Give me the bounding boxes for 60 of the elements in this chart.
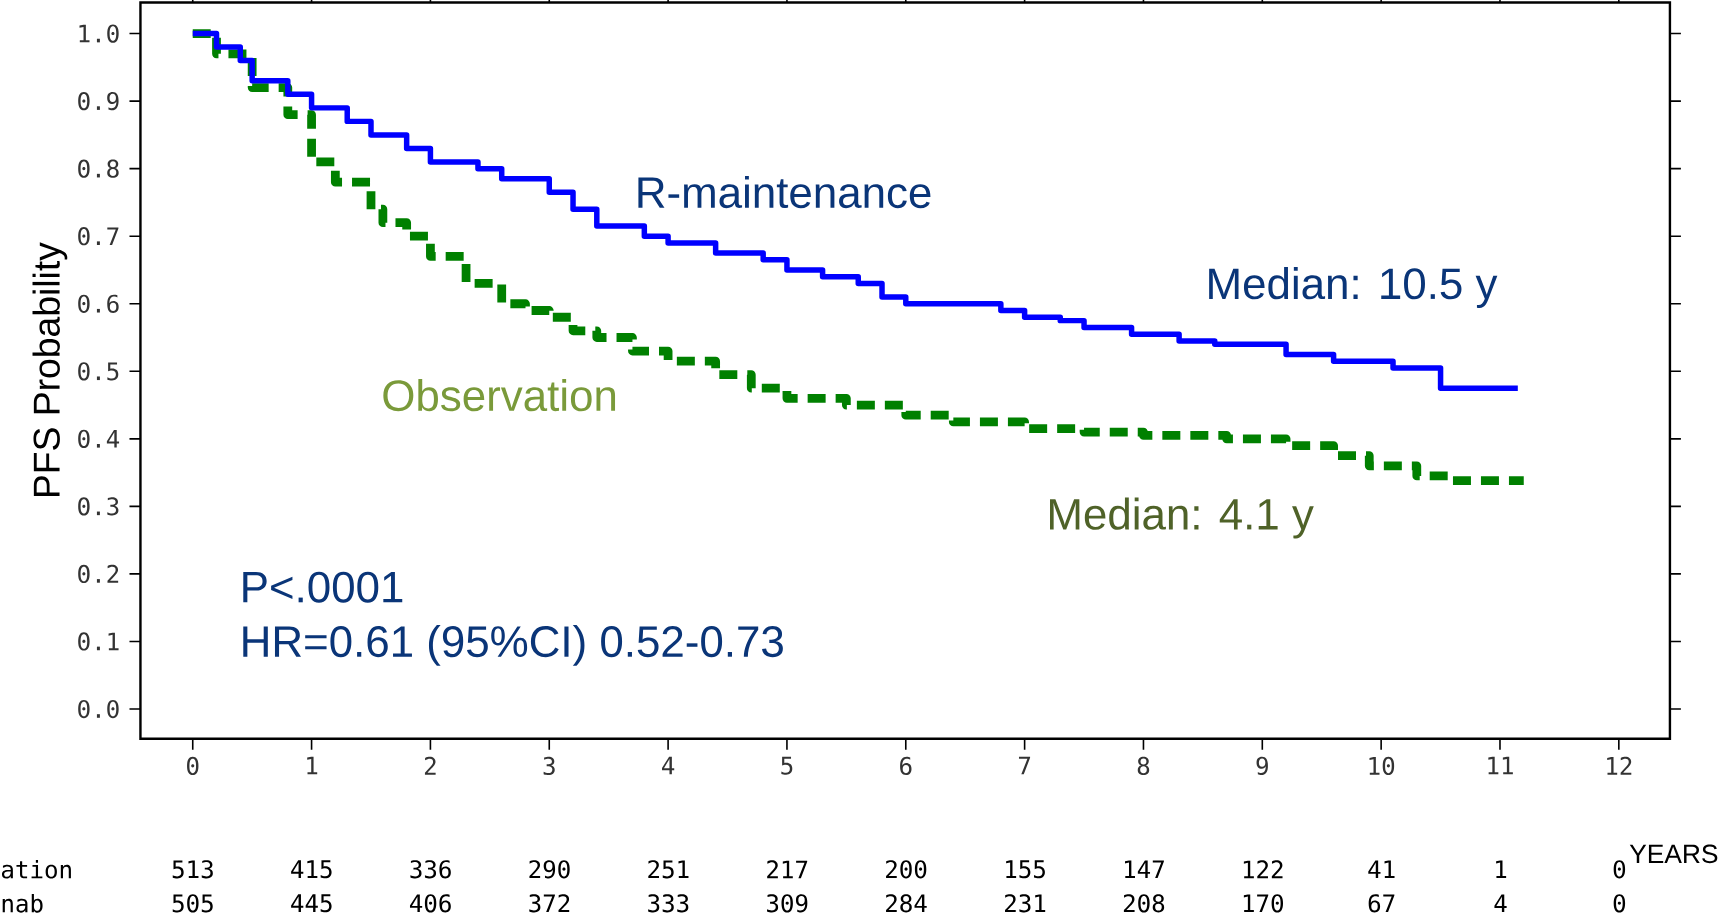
- y-tick-label: 0.4: [78, 429, 120, 449]
- y-tick-label: 0.9: [78, 92, 119, 111]
- x-tick-label: 8: [1137, 756, 1150, 776]
- x-tick-label: 3: [543, 756, 555, 776]
- x-tick-label: 0: [187, 756, 199, 776]
- x-tick-label: 10: [1369, 756, 1395, 776]
- text: nab: [2, 894, 43, 913]
- text: 200: [886, 860, 927, 879]
- annotation: HR=0.61 (95%CI) 0.52-0.73: [243, 625, 783, 666]
- text: 251: [648, 860, 689, 879]
- text: 155: [1006, 860, 1045, 879]
- text: 41: [1368, 860, 1395, 879]
- y-tick-label: 0.5: [78, 362, 119, 381]
- text: 122: [1243, 860, 1283, 879]
- x-tick-label: 2: [424, 756, 436, 775]
- text: 0: [1613, 894, 1626, 913]
- text: 290: [529, 860, 570, 879]
- x-tick-label: 12: [1607, 756, 1632, 775]
- y-tick-label: 0.0: [78, 700, 119, 719]
- y-tick-label: 0.7: [78, 227, 119, 246]
- text: 505: [172, 894, 213, 913]
- x-tick-label: 1: [307, 756, 318, 775]
- x-tick-label: 9: [1256, 756, 1268, 776]
- text: 67: [1368, 894, 1395, 913]
- y-tick-label: 1.0: [79, 24, 119, 43]
- x-axis-title: YEARS: [1629, 844, 1718, 864]
- text: 1: [1496, 860, 1507, 879]
- text: ation: [1, 860, 71, 879]
- x-tick-label: 7: [1018, 756, 1031, 775]
- x-tick-label: 4: [662, 756, 675, 775]
- x-tick-label: 5: [781, 756, 793, 775]
- y-tick-label: 0.3: [78, 497, 119, 516]
- series-label: R-maintenance: [638, 176, 931, 209]
- x-tick-label: 6: [900, 756, 912, 776]
- y-axis-title: PFS Probability: [32, 242, 68, 497]
- text: 147: [1124, 860, 1164, 879]
- x-tick-label: 11: [1488, 756, 1513, 775]
- y-tick-label: 0.2: [78, 564, 119, 584]
- text: 170: [1243, 894, 1284, 913]
- annotation: Median: 10.5 y: [1209, 267, 1498, 309]
- text: 0: [1613, 860, 1626, 879]
- annotation: Median: 4.1 y: [1050, 497, 1314, 539]
- text: 336: [410, 860, 451, 879]
- text: 415: [291, 860, 332, 879]
- text: 406: [409, 894, 451, 913]
- text: 284: [886, 894, 927, 913]
- y-tick-label: 0.1: [78, 632, 119, 651]
- text: 4: [1494, 894, 1507, 913]
- series-label: Observation: [383, 379, 616, 412]
- text: 231: [1005, 894, 1046, 913]
- text: 208: [1123, 894, 1165, 913]
- text: 333: [648, 894, 689, 913]
- y-tick-label: 0.8: [78, 159, 119, 178]
- text: 309: [767, 894, 808, 913]
- annotation: P<.0001: [243, 571, 403, 603]
- text: 372: [529, 894, 570, 913]
- text: 445: [291, 894, 332, 913]
- text: 513: [172, 860, 213, 879]
- text: 217: [767, 860, 808, 879]
- y-tick-label: 0.6: [78, 294, 119, 314]
